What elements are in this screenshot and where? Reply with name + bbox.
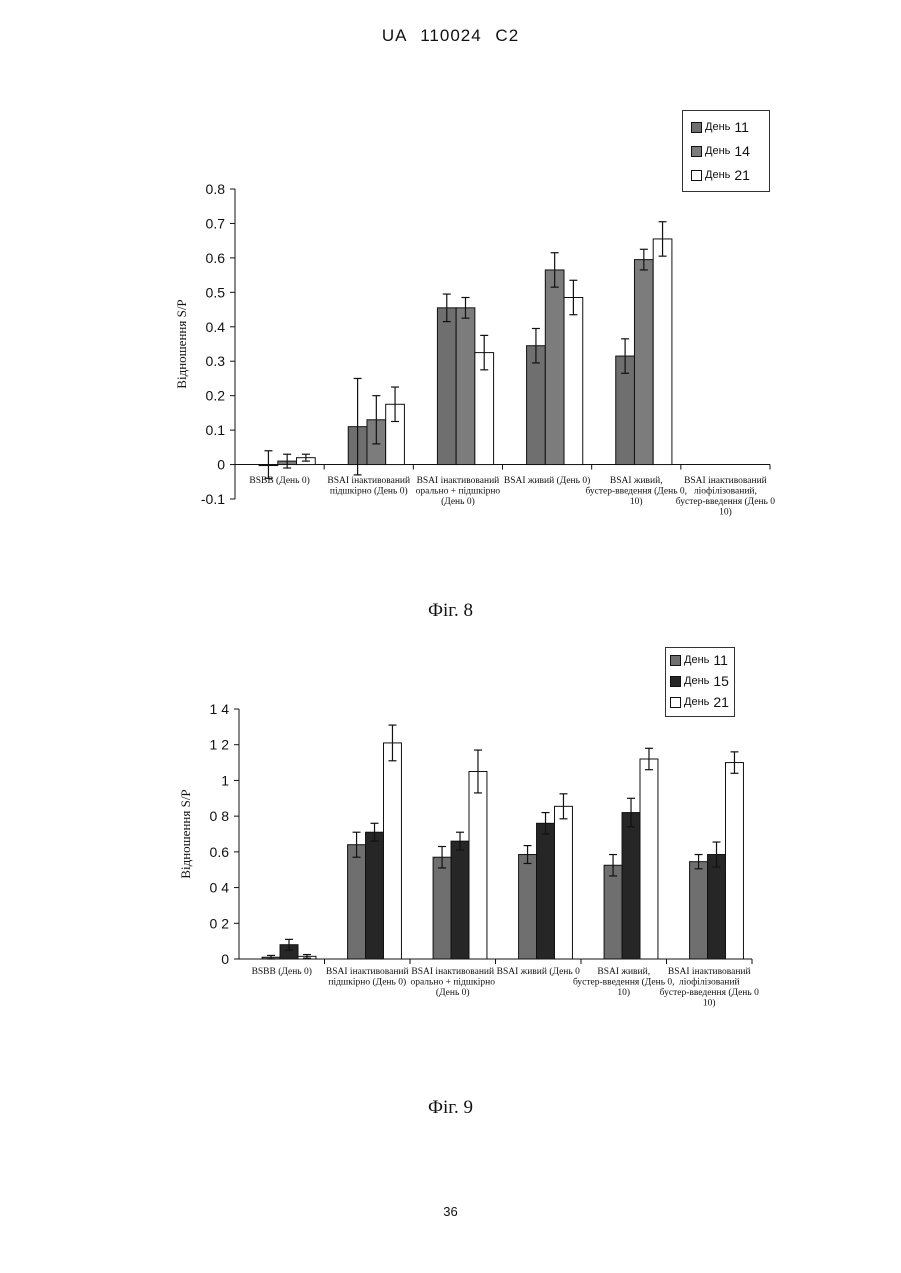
x-category-label: BSAI інактивованийорально + підшкірно(Де… [410,966,495,998]
y-axis-label: Відношення S/P [178,789,193,878]
y-tick-label: 1 4 [210,701,230,717]
y-tick-label: 0 8 [210,808,230,824]
bar [383,743,401,959]
bar [537,823,555,959]
figure-9-bar-chart: 1 4 1 2 1 0 8 0.6 0 4 0 2 0 Відношення S/P BSBB (… [0,0,901,1060]
bar [690,862,708,959]
y-tick-label: 1 [221,772,229,788]
bar [433,857,451,959]
bar [725,763,743,959]
x-category-label: BSBB (День 0) [252,966,312,977]
x-category-label: BSAI інактивованийліофілізованийбустер-в… [660,966,759,1009]
y-tick-label: 0.6 [210,844,230,860]
y-tick-label: 0 4 [210,880,230,896]
bar [366,832,384,959]
y-tick-label: 1 2 [210,737,230,753]
bar [451,841,469,959]
y-tick-label: 0 [221,951,229,967]
bar [348,845,366,959]
x-category-label: BSAI інактивованийпідшкірно (День 0) [326,966,409,988]
figure-9-caption: Фіг. 9 [0,1097,901,1119]
bar [622,813,640,959]
page-number: 36 [0,1204,901,1219]
bar [554,806,572,959]
bar [708,855,726,959]
bar [640,759,658,959]
y-tick-label: 0 2 [210,915,230,931]
x-category-label: BSAI живий (День 0 [497,966,580,977]
bar [469,772,487,960]
bar [519,855,537,959]
bar [604,865,622,959]
